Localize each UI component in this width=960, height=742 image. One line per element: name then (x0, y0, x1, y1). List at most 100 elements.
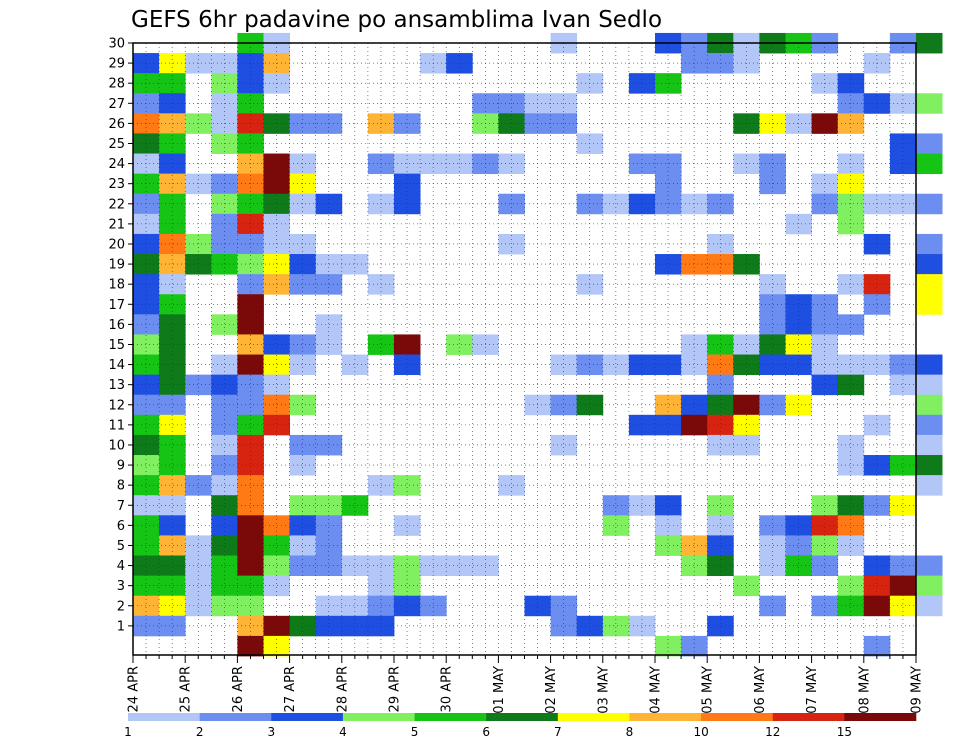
x-tick-label: 05 MAY (701, 666, 716, 714)
heatmap-cell (289, 434, 317, 456)
heatmap-cell (811, 294, 839, 315)
heatmap-cell (263, 213, 290, 235)
heatmap-cell (263, 233, 290, 255)
heatmap-cell (289, 615, 317, 637)
heatmap-cell (237, 233, 264, 255)
heatmap-cell (498, 233, 525, 255)
heatmap-cell (289, 233, 317, 255)
heatmap-cell (133, 334, 160, 355)
heatmap-cell (785, 394, 812, 416)
heatmap-cell (916, 93, 943, 114)
heatmap-cell (289, 535, 317, 556)
heatmap-cell (785, 334, 812, 355)
heatmap-cell (733, 575, 760, 597)
heatmap-cell (655, 254, 682, 275)
x-tick-label: 09 MAY (910, 666, 925, 714)
heatmap-cell (237, 535, 264, 556)
heatmap-cell (811, 314, 839, 335)
x-tick-label: 08 MAY (857, 666, 872, 714)
heatmap-cell (133, 575, 160, 597)
heatmap-cell (655, 414, 682, 436)
heatmap-cell (707, 515, 734, 536)
heatmap-cell (237, 515, 264, 536)
colorbar-swatch (557, 713, 630, 721)
heatmap-cell (159, 274, 186, 295)
heatmap-cell (185, 374, 212, 396)
heatmap-cell (916, 455, 943, 476)
heatmap-cell (211, 595, 238, 617)
heatmap-cell (263, 414, 290, 436)
colorbar-label: 1 (124, 725, 132, 739)
x-tick-label: 02 MAY (544, 666, 559, 714)
colorbar-label: 3 (267, 725, 275, 739)
heatmap-cell (289, 394, 317, 416)
heatmap-cell (759, 394, 786, 416)
heatmap-cell (681, 394, 708, 416)
heatmap-cell (159, 615, 186, 637)
heatmap-cell (159, 294, 186, 315)
heatmap-cell (759, 535, 786, 556)
heatmap-cell (889, 354, 917, 376)
heatmap-cell (263, 394, 290, 416)
heatmap-cell (707, 374, 734, 396)
heatmap-cell (133, 555, 160, 577)
heatmap-cell (263, 254, 290, 275)
heatmap-cell (315, 334, 343, 355)
heatmap-cell (133, 294, 160, 315)
heatmap-cell (916, 294, 943, 315)
heatmap-cell (811, 495, 839, 516)
heatmap-cell (916, 414, 943, 436)
y-tick-label: 15 (108, 338, 125, 353)
heatmap-cell (811, 374, 839, 396)
heatmap-cell (733, 414, 760, 436)
y-tick-label: 17 (108, 298, 125, 313)
y-tick-label: 28 (108, 77, 125, 92)
heatmap-cell (707, 334, 734, 355)
heatmap-cell (811, 595, 839, 617)
heatmap-cell (916, 374, 943, 396)
heatmap-cell (315, 434, 343, 456)
y-tick-label: 16 (108, 318, 125, 333)
heatmap-cell (159, 495, 186, 516)
heatmap-cell (263, 555, 290, 577)
y-tick-label: 29 (108, 57, 125, 72)
heatmap-cell (785, 555, 812, 577)
heatmap-cell (707, 233, 734, 255)
heatmap-cell (315, 615, 343, 637)
heatmap-cell (837, 314, 865, 335)
colorbar-swatch (199, 713, 272, 721)
heatmap-cell (785, 535, 812, 556)
heatmap-cell (237, 374, 264, 396)
y-tick-label: 20 (108, 237, 125, 252)
heatmap-cell (785, 515, 812, 536)
y-tick-label: 8 (117, 479, 125, 494)
heatmap-cell (159, 213, 186, 235)
colorbar-swatch (486, 713, 559, 721)
heatmap-cell (159, 535, 186, 556)
heatmap-cell (916, 153, 943, 175)
y-tick-label: 30 (108, 37, 125, 52)
heatmap-cell (263, 535, 290, 556)
heatmap-cell (837, 213, 865, 235)
y-tick-label: 4 (117, 559, 125, 574)
heatmap-cell (159, 254, 186, 275)
heatmap-cell (263, 575, 290, 597)
heatmap-cell (916, 575, 943, 597)
heatmap-cell (785, 294, 812, 315)
heatmap-cell (341, 354, 369, 376)
heatmap-cell (550, 354, 578, 376)
heatmap-cell (681, 334, 708, 355)
y-tick-label: 9 (117, 459, 125, 474)
colorbar-label: 2 (196, 725, 204, 739)
y-tick-label: 3 (117, 579, 125, 594)
heatmap-cell (707, 434, 734, 456)
heatmap-cell (159, 233, 186, 255)
heatmap-cell (681, 535, 708, 556)
y-tick-label: 21 (108, 217, 125, 232)
heatmap-cell (237, 213, 264, 235)
heatmap-cell (133, 434, 160, 456)
heatmap-cell (889, 555, 917, 577)
heatmap-cell (628, 495, 656, 516)
heatmap-cell (159, 575, 186, 597)
heatmap-cell (785, 213, 812, 235)
